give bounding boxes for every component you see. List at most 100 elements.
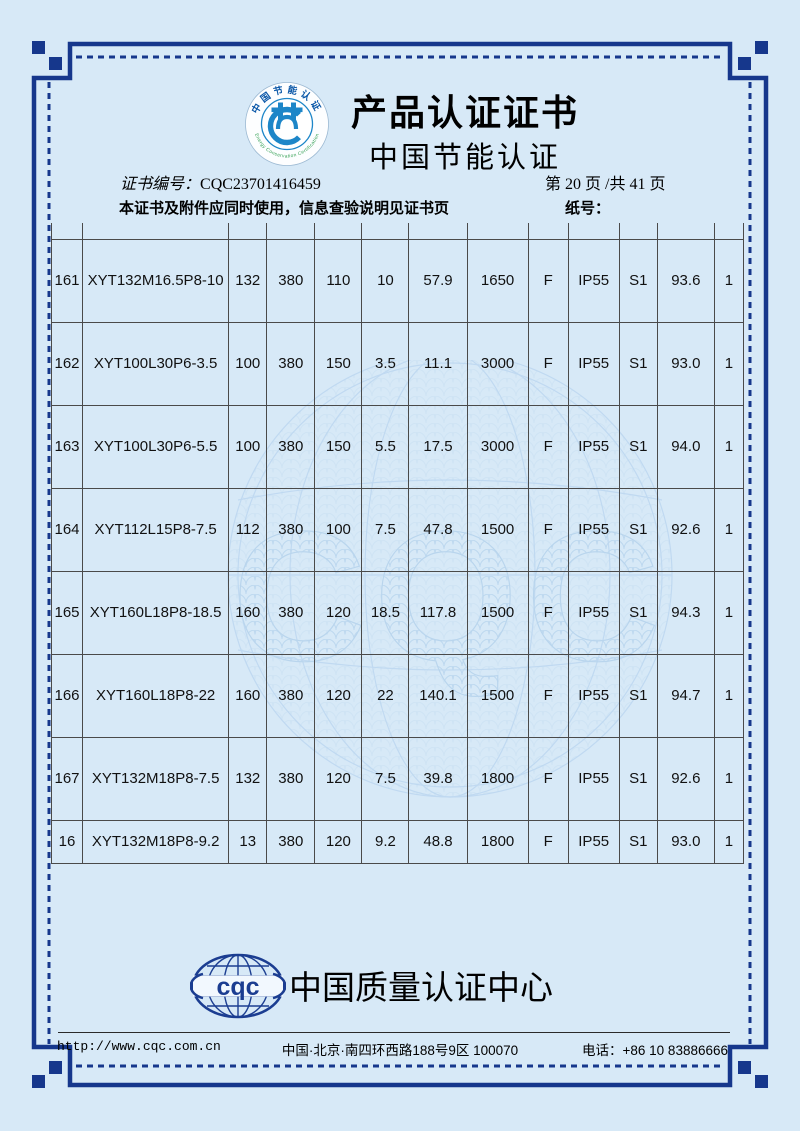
product-table-body: 161 XYT132M16.5P8-10 132 380 110 10 57.9 1650 F I… <box>50 223 745 864</box>
cell-col-12: 94.3 <box>656 570 715 655</box>
cell-col-2: XYT100L30P6-5.5 <box>82 404 230 489</box>
cell-col-11: S1 <box>618 487 658 572</box>
cell-col-12: 92.6 <box>656 487 715 572</box>
cell-col-12: 93.0 <box>656 819 715 864</box>
cell-col-11: S1 <box>618 570 658 655</box>
table-row: 161 XYT132M16.5P8-10 132 380 110 10 57.9 1650 F I… <box>50 238 745 323</box>
cqc-logo-word: cqc <box>216 973 259 1001</box>
table-row: 16 XYT132M18P8-9.2 13 380 120 9.2 48.8 1800 F IP5… <box>50 819 745 864</box>
cell-col-8: 1650 <box>466 238 529 323</box>
cell-col-6: 5.5 <box>361 404 410 489</box>
cell-col-11: S1 <box>618 736 658 821</box>
cell-col-8: 1500 <box>466 487 529 572</box>
organization-name: 中国质量认证中心 <box>289 969 553 1006</box>
cell-col-10: IP55 <box>567 653 620 738</box>
cell-col-3: 160 <box>228 570 268 655</box>
cell-col-8: 3000 <box>466 404 529 489</box>
footer-address: 中国·北京·南四环西路188号9区 100070 <box>281 1043 519 1058</box>
cell-col-13: 1 <box>713 238 745 323</box>
cell-col-10: IP55 <box>567 238 620 323</box>
cell-col-4: 380 <box>266 736 316 821</box>
cell-col-2: XYT160L18P8-18.5 <box>82 570 230 655</box>
page-count: 第 20 页 /共 41 页 <box>545 176 666 193</box>
cell-col-5: 120 <box>314 653 363 738</box>
cell-col-10: IP55 <box>567 487 620 572</box>
cell-col-6: 9.2 <box>361 819 410 864</box>
cell-col-8: 1500 <box>466 570 529 655</box>
cell-col-4: 380 <box>266 819 316 864</box>
page-subtitle: 中国节能认证 <box>368 142 561 174</box>
cell-col-12: 93.0 <box>656 321 715 406</box>
cell-col-7: 57.9 <box>408 238 468 323</box>
cell-col-9: F <box>527 238 569 323</box>
cell-col-1: 161 <box>50 238 84 323</box>
cell-col-9: F <box>527 570 569 655</box>
cell-col-11: S1 <box>618 321 658 406</box>
cell-col-6: 10 <box>361 238 410 323</box>
cell-col-10: IP55 <box>567 736 620 821</box>
cell-col-3: 112 <box>228 487 268 572</box>
cell-col-7: 48.8 <box>408 819 468 864</box>
cell-col-6: 22 <box>361 653 410 738</box>
table-row: 167 XYT132M18P8-7.5 132 380 120 7.5 39.8 1800 F I… <box>50 736 745 821</box>
cell-col-2: XYT132M18P8-7.5 <box>82 736 230 821</box>
cell-col-12: 92.6 <box>656 736 715 821</box>
footer-phone: 电话：+86 10 83886666 <box>582 1043 728 1058</box>
cell-col-9: F <box>527 819 569 864</box>
table-row: 164 XYT112L15P8-7.5 112 380 100 7.5 47.8 1500 F I… <box>50 487 745 572</box>
cell-col-7: 117.8 <box>408 570 468 655</box>
cell-col-5: 100 <box>314 487 363 572</box>
cell-col-13: 1 <box>713 570 745 655</box>
cell-col-9: F <box>527 487 569 572</box>
cell-col-4: 380 <box>266 487 316 572</box>
cell-col-13: 1 <box>713 404 745 489</box>
cell-col-4: 380 <box>266 238 316 323</box>
cell-col-5: 110 <box>314 238 363 323</box>
cell-col-12: 94.7 <box>656 653 715 738</box>
cell-col-2: XYT132M18P8-9.2 <box>82 819 230 864</box>
cell-col-3: 160 <box>228 653 268 738</box>
cell-col-6: 18.5 <box>361 570 410 655</box>
cell-col-4: 380 <box>266 404 316 489</box>
cell-col-7: 140.1 <box>408 653 468 738</box>
cell-col-9: F <box>527 404 569 489</box>
cell-col-3: 132 <box>228 238 268 323</box>
cell-col-7: 17.5 <box>408 404 468 489</box>
cell-col-2: XYT160L18P8-22 <box>82 653 230 738</box>
cell-col-13: 1 <box>713 819 745 864</box>
cell-col-1: 167 <box>50 736 84 821</box>
footer-website: http://www.cqc.com.cn <box>57 1039 221 1054</box>
cell-col-2: XYT112L15P8-7.5 <box>82 487 230 572</box>
cell-col-6: 3.5 <box>361 321 410 406</box>
cqc-globe-logo-icon: cqc <box>190 953 286 1019</box>
cell-col-9: F <box>527 321 569 406</box>
cell-col-2: XYT100L30P6-3.5 <box>82 321 230 406</box>
cell-col-4: 380 <box>266 321 316 406</box>
table-row: 165 XYT160L18P8-18.5 160 380 120 18.5 117.8 150… <box>50 570 745 655</box>
table-clipped-row <box>50 223 745 240</box>
cell-col-5: 120 <box>314 736 363 821</box>
cell-col-2: XYT132M16.5P8-10 <box>82 238 230 323</box>
cell-col-6: 7.5 <box>361 487 410 572</box>
cell-col-4: 380 <box>266 570 316 655</box>
page-title: 产品认证证书 <box>350 92 579 133</box>
energy-conservation-logo-icon: 中国节能认证 Energy Conservation Certification <box>245 82 329 166</box>
cell-col-10: IP55 <box>567 404 620 489</box>
cell-col-10: IP55 <box>567 321 620 406</box>
cell-col-1: 166 <box>50 653 84 738</box>
cell-col-7: 47.8 <box>408 487 468 572</box>
cell-col-3: 13 <box>228 819 268 864</box>
table-row: 162 XYT100L30P6-3.5 100 380 150 3.5 11.1 3000 F I… <box>50 321 745 406</box>
cell-col-11: S1 <box>618 238 658 323</box>
cell-col-7: 11.1 <box>408 321 468 406</box>
cell-col-5: 150 <box>314 321 363 406</box>
logo-glyph <box>267 102 303 146</box>
paper-number-label: 纸号： <box>565 200 611 217</box>
table-row: 163 XYT100L30P6-5.5 100 380 150 5.5 17.5 3000 F I… <box>50 404 745 489</box>
cell-col-9: F <box>527 653 569 738</box>
cell-col-9: F <box>527 736 569 821</box>
certificate-number-value: CQC23701416459 <box>200 176 321 193</box>
certificate-number-line: 证书编号：CQC23701416459 <box>120 170 321 194</box>
cell-col-5: 120 <box>314 570 363 655</box>
